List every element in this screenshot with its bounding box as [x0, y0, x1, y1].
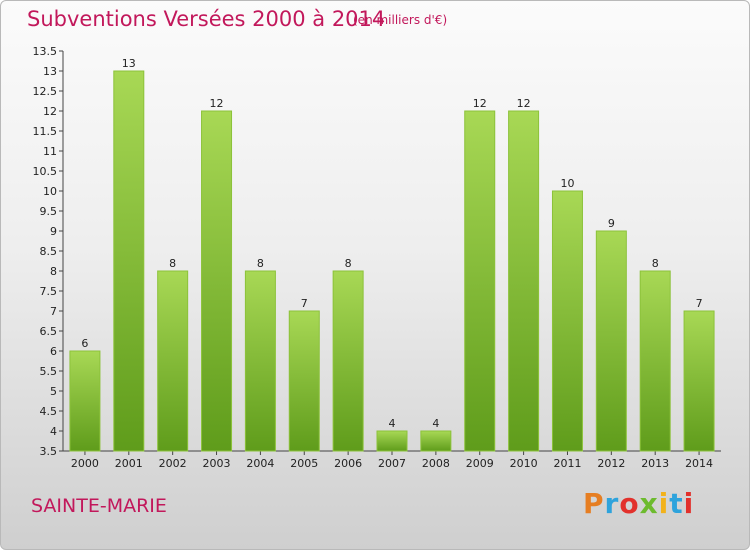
y-tick-label: 6: [50, 345, 57, 358]
y-tick-label: 5: [50, 385, 57, 398]
y-tick-label: 7.5: [40, 285, 58, 298]
y-tick-label: 13: [43, 65, 57, 78]
x-tick-label-2000: 2000: [71, 457, 99, 470]
y-tick-label: 6.5: [40, 325, 58, 338]
bar-2002: [157, 270, 189, 452]
bar-2012: [595, 230, 627, 452]
y-tick-label: 5.5: [40, 365, 58, 378]
chart-subtitle: (en milliers d'€): [353, 13, 448, 27]
bar-2003: [201, 110, 233, 452]
logo-letter: o: [619, 487, 640, 520]
bar-2011: [551, 190, 583, 452]
data-label-2006: 8: [345, 257, 352, 270]
data-label-2002: 8: [169, 257, 176, 270]
bar-2008: [420, 430, 452, 452]
y-tick-label: 9.5: [40, 205, 58, 218]
proxiti-logo: Proxiti: [583, 487, 694, 520]
data-label-2003: 12: [210, 97, 224, 110]
x-tick-label-2005: 2005: [290, 457, 318, 470]
x-tick-label-2008: 2008: [422, 457, 450, 470]
data-label-2005: 7: [301, 297, 308, 310]
bar-2013: [639, 270, 671, 452]
bar-2004: [244, 270, 276, 452]
y-tick-label: 3.5: [40, 445, 58, 458]
logo-letter: i: [658, 487, 670, 520]
y-tick-label: 4: [50, 425, 57, 438]
data-label-2007: 4: [389, 417, 396, 430]
data-label-2010: 12: [517, 97, 531, 110]
logo-letter: t: [669, 487, 684, 520]
data-label-2009: 12: [473, 97, 487, 110]
x-tick-label-2009: 2009: [466, 457, 494, 470]
bar-2005: [288, 310, 320, 452]
y-tick-label: 13.5: [33, 45, 58, 58]
bar-2000: [69, 350, 101, 452]
y-tick-label: 8: [50, 265, 57, 278]
x-tick-label-2010: 2010: [510, 457, 538, 470]
x-tick-label-2013: 2013: [641, 457, 669, 470]
bar-2009: [464, 110, 496, 452]
y-tick-label: 9: [50, 225, 57, 238]
chart-title: Subventions Versées 2000 à 2014: [27, 7, 386, 31]
data-label-2004: 8: [257, 257, 264, 270]
bar-2006: [332, 270, 364, 452]
logo-letter: r: [604, 487, 620, 520]
data-label-2011: 10: [560, 177, 574, 190]
y-tick-label: 8.5: [40, 245, 58, 258]
x-tick-label-2004: 2004: [246, 457, 274, 470]
logo-letter: i: [683, 487, 695, 520]
y-tick-label: 12.5: [33, 85, 58, 98]
x-tick-label-2014: 2014: [685, 457, 713, 470]
logo-letter: x: [639, 487, 659, 520]
y-tick-label: 7: [50, 305, 57, 318]
data-label-2001: 13: [122, 57, 136, 70]
bar-2007: [376, 430, 408, 452]
bar-2014: [683, 310, 715, 452]
data-label-2000: 6: [81, 337, 88, 350]
x-tick-label-2003: 2003: [203, 457, 231, 470]
y-tick-label: 11.5: [33, 125, 58, 138]
y-tick-label: 12: [43, 105, 57, 118]
bar-2010: [508, 110, 540, 452]
x-tick-label-2012: 2012: [597, 457, 625, 470]
y-tick-label: 10: [43, 185, 57, 198]
data-label-2014: 7: [696, 297, 703, 310]
y-tick-label: 11: [43, 145, 57, 158]
commune-name: SAINTE-MARIE: [31, 495, 167, 517]
data-label-2012: 9: [608, 217, 615, 230]
data-label-2008: 4: [432, 417, 439, 430]
y-tick-label: 4.5: [40, 405, 58, 418]
x-tick-label-2006: 2006: [334, 457, 362, 470]
x-tick-label-2011: 2011: [553, 457, 581, 470]
data-label-2013: 8: [652, 257, 659, 270]
x-tick-label-2001: 2001: [115, 457, 143, 470]
x-tick-label-2007: 2007: [378, 457, 406, 470]
y-tick-label: 10.5: [33, 165, 58, 178]
x-tick-label-2002: 2002: [159, 457, 187, 470]
bar-2001: [113, 70, 145, 452]
logo-letter: P: [583, 487, 605, 520]
